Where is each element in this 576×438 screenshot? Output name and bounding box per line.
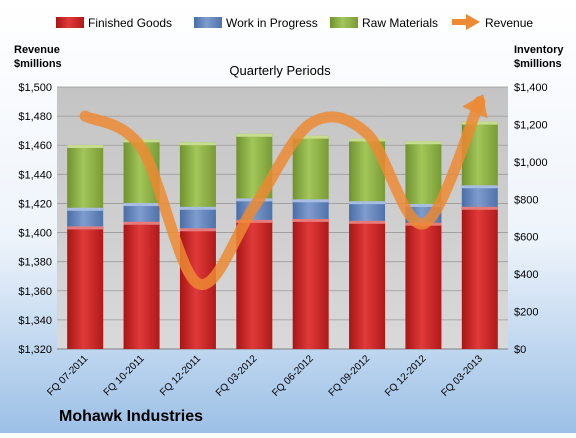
bar-work-in-progress [461, 185, 498, 207]
legend-finished-goods-label: Finished Goods [88, 16, 172, 30]
bar-finished-goods [67, 226, 104, 349]
left-tick-label: $1,400 [18, 228, 52, 240]
right-tick-label: $400 [514, 269, 538, 281]
bar-raw-materials-top [179, 142, 216, 146]
legend-raw-materials-swatch [330, 17, 358, 28]
bar-finished-goods-top [461, 206, 498, 210]
right-tick-label: $600 [514, 232, 538, 244]
left-tick-label: $1,460 [18, 140, 52, 152]
bars-layer [67, 121, 498, 349]
bar-raw-materials [179, 142, 216, 207]
left-tick-label: $1,500 [18, 82, 52, 94]
right-tick-label: $1,200 [514, 119, 548, 131]
bar-finished-goods [236, 219, 273, 349]
right-axis-ticks: $0 $200 $400 $600 $800 $1,000 $1,200 $1,400 [514, 82, 548, 356]
bar-raw-materials [292, 135, 329, 200]
chart-title: Quarterly Periods [229, 63, 331, 78]
bar-work-in-progress-top [349, 201, 386, 205]
bar-work-in-progress-top [179, 206, 216, 210]
bar-work-in-progress [123, 203, 160, 222]
bar-raw-materials-top [236, 133, 273, 137]
bar-work-in-progress [67, 207, 104, 227]
bar-work-in-progress-top [292, 199, 329, 203]
right-axis-title: Inventory $millions [514, 44, 564, 70]
left-tick-label: $1,320 [18, 344, 52, 356]
right-tick-label: $800 [514, 194, 538, 206]
bar-work-in-progress-top [67, 207, 104, 211]
bar-finished-goods [292, 218, 329, 349]
left-tick-label: $1,340 [18, 315, 52, 327]
bar-finished-goods [405, 222, 442, 349]
bar-finished-goods-top [349, 220, 386, 224]
bar-finished-goods-top [236, 219, 273, 223]
revenue-arrowhead [462, 94, 488, 119]
bar-raw-materials-top [67, 145, 104, 149]
bar-work-in-progress-top [123, 203, 160, 207]
revenue-layer [79, 94, 488, 290]
legend-work-in-progress-label: Work in Progress [226, 16, 318, 30]
left-axis-title: Revenue $millions [14, 44, 62, 70]
right-tick-label: $1,400 [514, 82, 548, 94]
left-tick-label: $1,360 [18, 286, 52, 298]
legend: Finished Goods Work in Progress Raw Materi… [56, 14, 533, 30]
bar-work-in-progress [349, 201, 386, 221]
left-tick-label: $1,420 [18, 198, 52, 210]
bar-finished-goods-top [179, 228, 216, 232]
bar-work-in-progress [292, 199, 329, 219]
left-axis-ticks: $1,320 $1,340 $1,360 $1,380 $1,400 $1,420 $1,4… [18, 82, 52, 356]
bar-raw-materials-top [405, 141, 442, 145]
bar-work-in-progress [179, 206, 216, 229]
bar-finished-goods-top [67, 226, 104, 230]
right-tick-label: $200 [514, 307, 538, 319]
legend-revenue-arrow [466, 14, 480, 30]
revenue-line [79, 96, 486, 290]
legend-finished-goods-swatch [56, 17, 84, 28]
bar-raw-materials [67, 145, 104, 208]
left-tick-label: $1,440 [18, 169, 52, 181]
legend-work-in-progress-swatch [194, 17, 222, 28]
right-tick-label: $1,000 [514, 157, 548, 169]
bar-finished-goods-top [292, 218, 329, 222]
left-tick-label: $1,380 [18, 257, 52, 269]
bar-raw-materials-top [292, 135, 329, 139]
bar-finished-goods [123, 221, 160, 349]
company-name: Mohawk Industries [59, 408, 203, 425]
bar-work-in-progress-top [405, 203, 442, 207]
left-tick-label: $1,480 [18, 111, 52, 123]
bar-finished-goods [461, 206, 498, 349]
right-tick-label: $0 [514, 344, 526, 356]
bar-finished-goods-top [123, 221, 160, 225]
bar-finished-goods [349, 220, 386, 349]
legend-raw-materials-label: Raw Materials [362, 16, 438, 30]
bar-raw-materials-top [461, 121, 498, 125]
bar-raw-materials [405, 141, 442, 204]
bar-work-in-progress-top [461, 185, 498, 189]
legend-revenue-label: Revenue [485, 16, 533, 30]
